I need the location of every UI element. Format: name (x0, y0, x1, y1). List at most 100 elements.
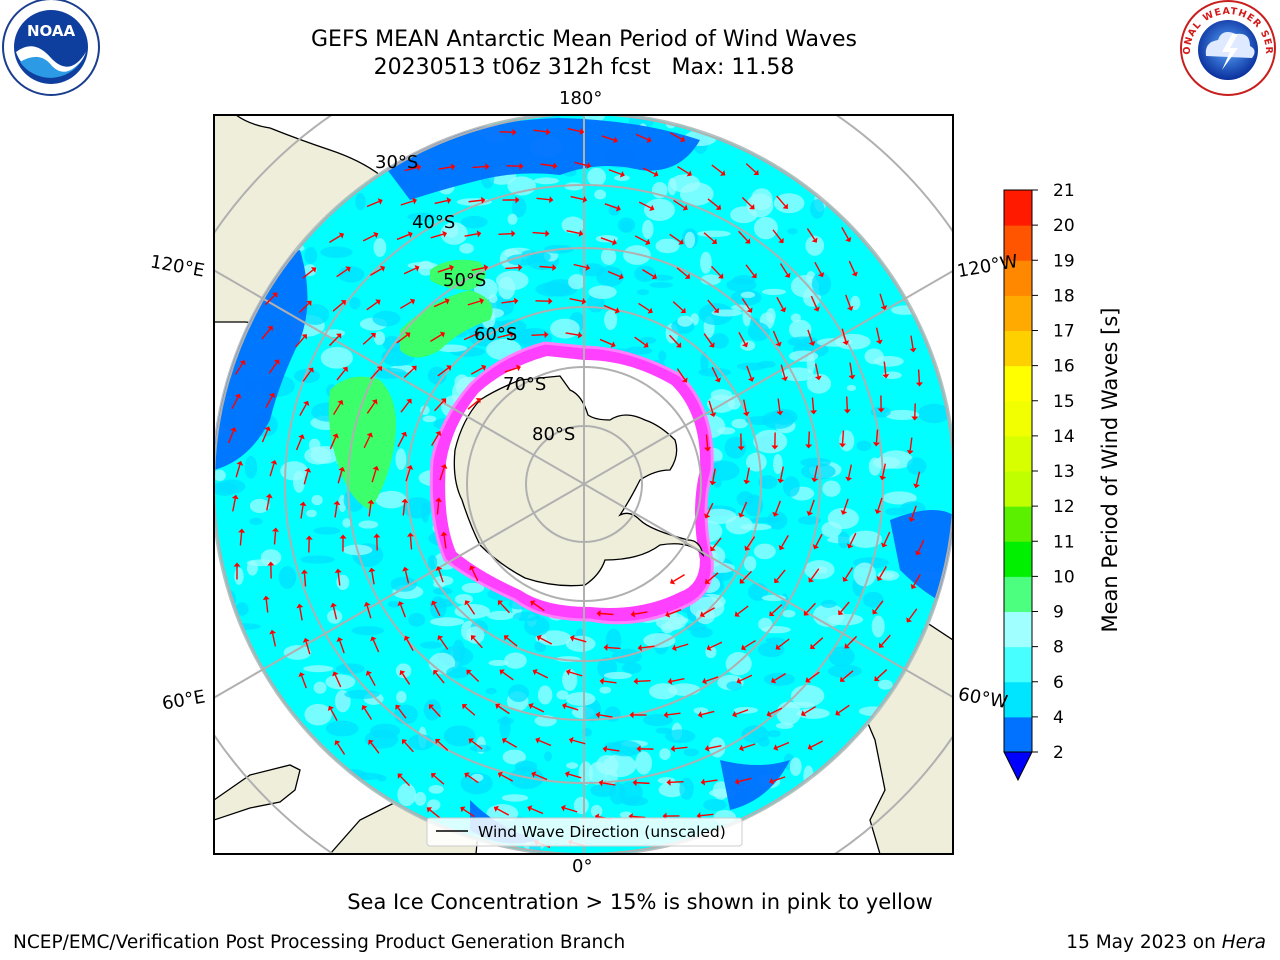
wave-direction-arrow (638, 302, 653, 314)
wave-direction-arrow (776, 296, 787, 313)
wave-direction-arrow (272, 527, 279, 545)
wave-direction-arrow (404, 163, 422, 172)
wave-direction-arrow (565, 331, 583, 339)
field-speckle (744, 556, 757, 572)
field-speckle (773, 453, 783, 475)
wave-direction-arrow (704, 434, 712, 452)
field-speckle (648, 683, 678, 700)
field-speckle (658, 782, 686, 798)
wave-direction-arrow (708, 400, 717, 418)
field-speckle (568, 274, 586, 290)
wave-direction-arrow (302, 267, 317, 279)
wave-direction-arrow (460, 806, 475, 818)
field-speckle (781, 367, 814, 382)
field-speckle (498, 276, 516, 300)
wave-direction-arrow (840, 498, 849, 515)
field-speckle (537, 685, 553, 705)
field-speckle (761, 626, 791, 634)
wave-direction-arrow (265, 392, 276, 409)
field-speckle (782, 609, 796, 618)
wave-direction-arrow (601, 135, 618, 144)
field-speckle (643, 198, 675, 221)
wave-direction-arrow (780, 364, 789, 382)
field-speckle (726, 681, 742, 691)
wave-direction-arrow (774, 569, 786, 584)
field-speckle (697, 230, 731, 237)
field-speckle (877, 679, 893, 690)
field-speckle (604, 309, 618, 330)
wave-direction-arrow (707, 299, 719, 314)
field-speckle (342, 518, 351, 528)
wave-direction-arrow (595, 711, 613, 719)
wave-direction-arrow (464, 772, 479, 784)
wave-direction-arrow (874, 669, 888, 682)
wave-direction-arrow (779, 263, 791, 278)
wave-direction-arrow (540, 162, 558, 170)
field-speckle (871, 615, 885, 638)
colorbar-segment (1004, 400, 1032, 437)
wave-direction-arrow (527, 805, 544, 815)
wave-direction-arrow (366, 399, 378, 414)
field-speckle (732, 275, 756, 285)
field-speckle (594, 189, 607, 200)
wave-direction-arrow (468, 738, 483, 750)
field-speckle (420, 641, 443, 649)
field-speckle (796, 708, 830, 719)
wave-direction-arrow (269, 459, 278, 477)
wave-direction-arrow (564, 770, 582, 779)
field-speckle (390, 576, 417, 592)
field-speckle (429, 599, 455, 608)
lon-label-180: 180° (559, 88, 603, 109)
field-speckle (302, 264, 317, 277)
wave-direction-arrow (776, 195, 788, 209)
wave-direction-arrow (370, 366, 383, 380)
wave-direction-arrow (407, 532, 414, 550)
footer-date: 15 May 2023 on (1066, 932, 1216, 953)
wave-direction-arrow (295, 434, 305, 451)
field-speckle (364, 729, 399, 749)
wave-direction-arrow (463, 331, 480, 341)
wave-direction-arrow (366, 198, 383, 208)
wave-direction-arrow (567, 127, 585, 135)
wave-direction-arrow (227, 427, 237, 444)
field-speckle (806, 353, 816, 374)
wave-direction-arrow (472, 163, 490, 171)
field-speckle (304, 703, 332, 726)
field-speckle (766, 511, 788, 530)
field-speckle (822, 480, 841, 497)
wave-direction-arrow (333, 500, 341, 518)
field-speckle (821, 521, 842, 538)
field-speckle (618, 781, 643, 805)
wave-direction-arrow (737, 433, 745, 451)
field-speckle (635, 751, 652, 775)
wave-direction-arrow (642, 269, 657, 280)
wave-direction-arrow (739, 570, 753, 584)
wave-direction-arrow (466, 669, 480, 683)
field-speckle (853, 562, 877, 587)
wave-direction-arrow (841, 226, 852, 243)
wave-direction-arrow (915, 539, 925, 556)
field-speckle (634, 265, 656, 283)
field-speckle (649, 281, 674, 289)
wave-direction-arrow (738, 501, 748, 518)
wave-direction-arrow (303, 467, 312, 485)
wave-direction-arrow (435, 566, 444, 583)
wave-direction-arrow (506, 162, 524, 170)
wave-direction-arrow (261, 426, 271, 443)
wave-direction-arrow (400, 197, 417, 206)
wave-direction-arrow (707, 198, 722, 210)
wave-direction-arrow (499, 128, 517, 136)
wave-direction-arrow (703, 232, 717, 244)
wave-direction-arrow (810, 637, 824, 649)
field-speckle (655, 238, 680, 254)
wave-direction-arrow (741, 639, 756, 651)
field-speckle (769, 408, 798, 425)
wave-direction-arrow (530, 600, 545, 612)
wave-direction-arrow (835, 704, 850, 716)
wave-direction-arrow (673, 199, 688, 211)
nws-logo-text: NATIONAL WEATHER SERVICE (0, 0, 1273, 55)
field-speckle (214, 481, 238, 496)
field-speckle (301, 303, 330, 325)
wave-direction-arrow (505, 264, 523, 272)
